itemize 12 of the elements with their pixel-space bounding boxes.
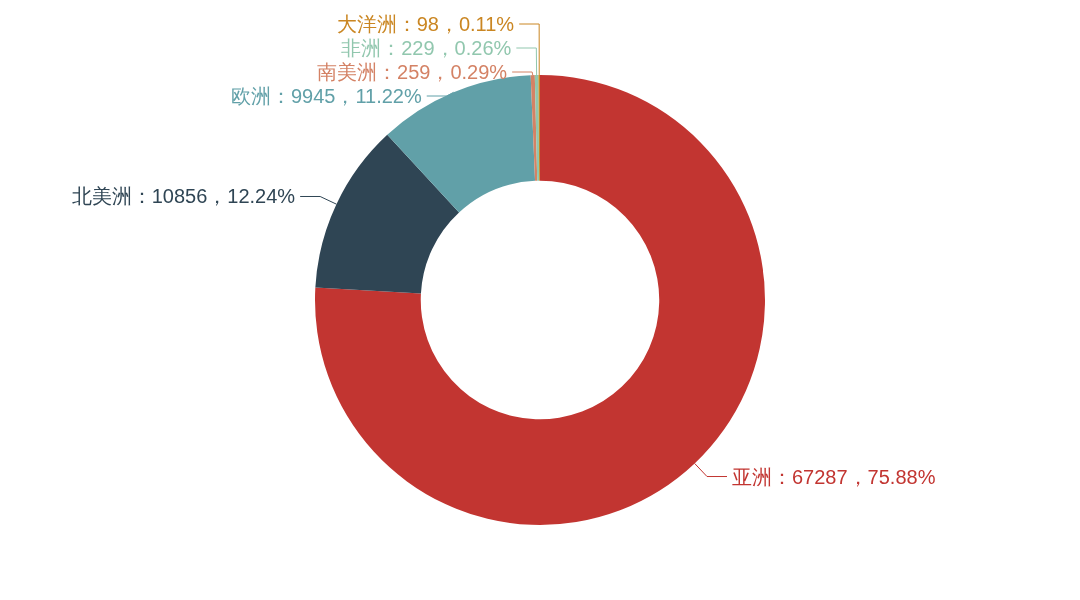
data-label: ：98，0.11% (396, 13, 515, 35)
slice-label: 大洋洲 (336, 13, 397, 35)
slice-label: 北美洲 (71, 185, 132, 208)
data-label: ：9945，11.22% (270, 85, 422, 107)
data-label: ：229，0.26% (381, 37, 512, 59)
data-label: ：67287，75.88% (772, 465, 936, 488)
slice-label: 欧洲 (230, 85, 271, 107)
data-label: ：10856，12.24% (131, 185, 296, 208)
slice-label: 亚洲 (732, 465, 772, 488)
slice-label: 非洲 (341, 37, 382, 59)
data-label: ：259，0.29% (377, 61, 508, 83)
slice-label: 南美洲 (317, 61, 378, 83)
